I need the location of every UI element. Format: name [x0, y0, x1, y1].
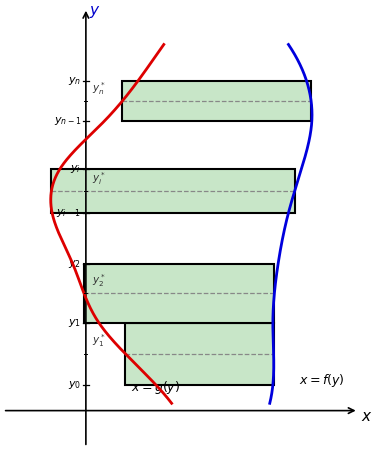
Bar	[125, 323, 274, 385]
Text: $x=g\left(y\right)$: $x=g\left(y\right)$	[132, 379, 180, 396]
Text: $y_i^*$: $y_i^*$	[92, 170, 106, 187]
Text: $y_i$: $y_i$	[70, 163, 81, 175]
Text: $y_{i-1}$: $y_{i-1}$	[56, 207, 81, 219]
Bar	[122, 81, 311, 122]
Text: $y_{n-1}$: $y_{n-1}$	[54, 115, 81, 127]
Text: $y_2^*$: $y_2^*$	[92, 272, 106, 289]
Text: $y$: $y$	[89, 4, 101, 19]
Text: $y_1$: $y_1$	[68, 317, 81, 329]
Bar	[51, 169, 295, 213]
Text: $y_0$: $y_0$	[68, 379, 81, 391]
Text: $y_1^*$: $y_1^*$	[92, 333, 106, 350]
Text: $y_n^*$: $y_n^*$	[92, 80, 106, 97]
Bar	[84, 264, 274, 323]
Text: $y_n$: $y_n$	[68, 75, 81, 87]
Text: $x$: $x$	[361, 409, 373, 423]
Text: $y_2$: $y_2$	[68, 258, 81, 270]
Text: $x=f\left(y\right)$: $x=f\left(y\right)$	[299, 372, 344, 389]
